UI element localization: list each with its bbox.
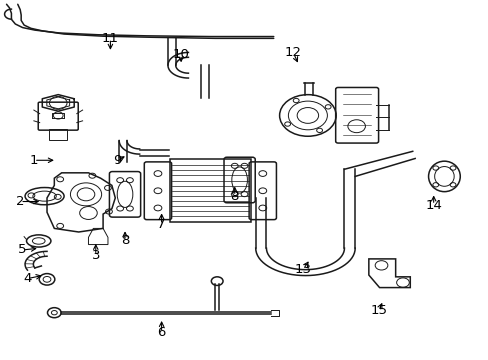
Bar: [49, 129, 67, 140]
Text: 1: 1: [30, 154, 38, 167]
Text: 5: 5: [19, 243, 27, 256]
Text: 12: 12: [284, 46, 301, 59]
Text: 6: 6: [157, 326, 165, 339]
Text: 7: 7: [157, 218, 165, 231]
Text: 15: 15: [369, 305, 386, 318]
Text: 11: 11: [102, 32, 119, 45]
Text: 13: 13: [294, 263, 311, 276]
Text: 14: 14: [425, 199, 441, 212]
Text: 8: 8: [230, 190, 239, 203]
Text: 2: 2: [16, 195, 24, 208]
Text: 10: 10: [172, 48, 189, 61]
Text: 4: 4: [23, 272, 32, 285]
Text: 3: 3: [91, 249, 100, 262]
Text: 9: 9: [113, 154, 122, 167]
Bar: [170, 159, 250, 222]
Text: 8: 8: [121, 234, 129, 247]
